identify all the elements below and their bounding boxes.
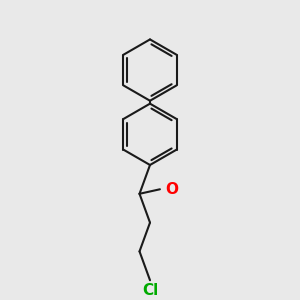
Text: O: O bbox=[165, 182, 178, 197]
Text: Cl: Cl bbox=[142, 283, 158, 298]
